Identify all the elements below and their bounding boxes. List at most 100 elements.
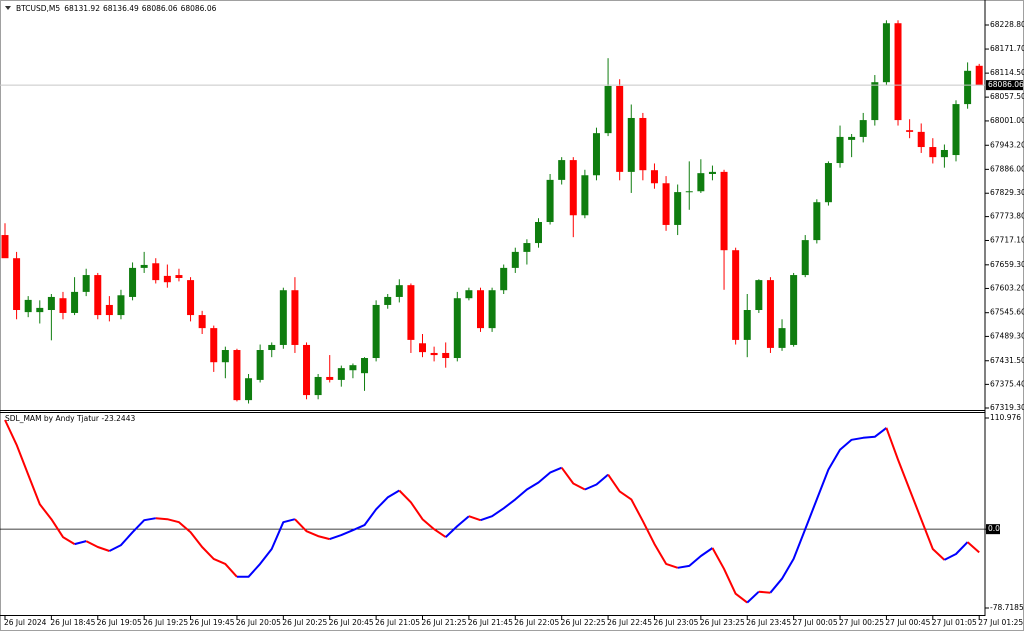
x-tick-label: 26 Jul 21:05 bbox=[375, 618, 420, 627]
x-tick-label: 26 Jul 19:25 bbox=[143, 618, 188, 627]
candle-body bbox=[430, 352, 438, 356]
last-price-box bbox=[986, 80, 1023, 91]
candle-body bbox=[650, 170, 658, 184]
candle-body bbox=[256, 350, 264, 380]
candle-body bbox=[592, 133, 600, 176]
x-tick-label: 27 Jul 00:45 bbox=[885, 618, 930, 627]
candle-body bbox=[627, 117, 635, 172]
x-tick-label: 26 Jul 21:25 bbox=[422, 618, 467, 627]
candle-body bbox=[616, 85, 624, 172]
indicator-line bbox=[398, 489, 447, 538]
candle-body bbox=[697, 173, 705, 192]
candle-body bbox=[685, 191, 693, 193]
x-tick-label: 26 Jul 23:45 bbox=[746, 618, 791, 627]
indicator-line bbox=[445, 515, 470, 538]
candle-body bbox=[488, 290, 496, 329]
candle-body bbox=[558, 160, 566, 180]
candle-body bbox=[372, 304, 380, 359]
candle-body bbox=[163, 275, 171, 283]
y-tick-label: -78.7185 bbox=[990, 603, 1024, 612]
x-tick-label: 26 Jul 22:05 bbox=[514, 618, 559, 627]
last-price-label: 68086.06 bbox=[988, 80, 1024, 89]
zero-box bbox=[986, 524, 1000, 535]
candle-body bbox=[534, 221, 542, 244]
candle-body bbox=[859, 120, 867, 137]
candle-body bbox=[836, 136, 844, 164]
indicator-line bbox=[468, 515, 481, 522]
candle-body bbox=[187, 280, 195, 316]
candle-body bbox=[233, 350, 241, 401]
candle-body bbox=[639, 117, 647, 171]
candle-body bbox=[210, 328, 218, 363]
header-open: 68131.92 bbox=[64, 4, 100, 13]
indicator-line bbox=[885, 427, 946, 561]
candle-body bbox=[824, 163, 832, 203]
x-tick-label: 26 Jul 2024 bbox=[4, 618, 47, 627]
candle-body bbox=[778, 328, 786, 348]
candle-body bbox=[175, 275, 183, 279]
candle-body bbox=[407, 285, 415, 340]
candle-body bbox=[349, 365, 357, 371]
candle-body bbox=[940, 149, 948, 158]
candle-body bbox=[662, 183, 670, 225]
indicator-line bbox=[108, 517, 156, 552]
candle-body bbox=[419, 343, 427, 353]
header-close: 68086.06 bbox=[181, 4, 217, 13]
x-tick-label: 26 Jul 22:25 bbox=[561, 618, 606, 627]
candle-body bbox=[13, 258, 21, 311]
x-tick-label: 26 Jul 20:25 bbox=[282, 618, 327, 627]
indicator-line bbox=[4, 419, 76, 545]
candle-body bbox=[24, 299, 32, 313]
symbol: BTCUSD,M5 bbox=[16, 4, 60, 13]
candle-body bbox=[906, 130, 914, 132]
indicator-line bbox=[480, 466, 563, 522]
y-tick-label: 67489.30 bbox=[990, 331, 1024, 340]
candle-body bbox=[129, 267, 137, 297]
candle-body bbox=[152, 263, 160, 281]
candle-body bbox=[848, 136, 856, 140]
symbol-icon bbox=[5, 6, 11, 10]
candle-body bbox=[952, 104, 960, 156]
x-tick-label: 26 Jul 18:45 bbox=[50, 618, 95, 627]
candle-body bbox=[882, 23, 890, 83]
x-tick-label: 27 Jul 00:25 bbox=[839, 618, 884, 627]
indicator-line bbox=[329, 489, 400, 541]
candle-body bbox=[337, 368, 345, 380]
y-tick-label: 68057.50 bbox=[990, 92, 1024, 101]
y-tick-label: 67886.00 bbox=[990, 164, 1024, 173]
y-tick-label: 67375.40 bbox=[990, 379, 1024, 388]
y-tick-label: 0.00 bbox=[988, 524, 1005, 533]
indicator-line bbox=[74, 540, 87, 546]
candle-body bbox=[766, 280, 774, 348]
candle-body bbox=[801, 240, 809, 276]
indicator-line bbox=[236, 518, 296, 578]
indicator-line bbox=[607, 474, 679, 569]
y-tick-label: 68114.50 bbox=[990, 68, 1024, 77]
candle-body bbox=[871, 82, 879, 121]
candle-body bbox=[47, 296, 55, 311]
candle-body bbox=[291, 290, 299, 345]
x-tick-label: 26 Jul 19:45 bbox=[190, 618, 235, 627]
y-tick-label: 67943.20 bbox=[990, 140, 1024, 149]
indicator-line bbox=[746, 590, 760, 604]
indicator-line bbox=[560, 467, 586, 491]
candle-body bbox=[465, 290, 473, 299]
candle-body bbox=[581, 175, 589, 216]
candle-body bbox=[1, 235, 9, 259]
candle-body bbox=[813, 202, 821, 241]
header-low: 68086.06 bbox=[142, 4, 178, 13]
y-tick-label: 67829.30 bbox=[990, 188, 1024, 197]
indicator-name: SDL_MAM by Andy Tjatur bbox=[5, 414, 100, 423]
candle-body bbox=[59, 298, 67, 313]
candle-body bbox=[384, 296, 392, 305]
indicator-value: -23.2443 bbox=[102, 414, 136, 423]
candle-body bbox=[511, 251, 519, 268]
x-tick-label: 26 Jul 19:05 bbox=[97, 618, 142, 627]
candle-body bbox=[964, 70, 972, 105]
candle-body bbox=[604, 85, 612, 134]
header-high: 68136.49 bbox=[103, 4, 139, 13]
candle-body bbox=[221, 350, 229, 363]
indicator-line bbox=[294, 518, 330, 541]
x-tick-label: 26 Jul 20:45 bbox=[329, 618, 374, 627]
y-tick-label: 67319.30 bbox=[990, 403, 1024, 412]
